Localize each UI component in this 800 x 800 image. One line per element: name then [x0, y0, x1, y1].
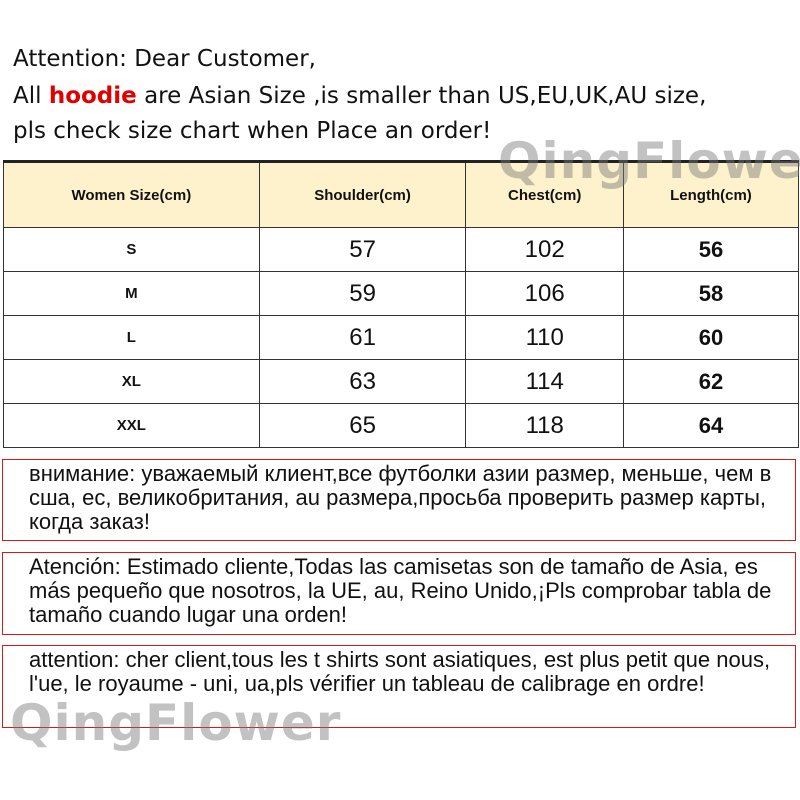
attention-line: Attention: Dear Customer,	[13, 46, 316, 72]
shoulder-cell: 61	[258, 315, 467, 360]
watermark-logo: QingFlower	[498, 132, 800, 190]
chest-cell: 118	[465, 403, 624, 448]
shoulder-cell: 63	[258, 359, 467, 404]
chest-cell: 106	[465, 271, 624, 316]
size-chart-table: Women Size(cm) Shoulder(cm) Chest(cm) Le…	[3, 160, 800, 448]
table-row: XL 63 114 62	[3, 359, 800, 404]
shoulder-cell: 59	[258, 271, 467, 316]
size-cell: S	[3, 227, 260, 272]
chest-cell: 102	[465, 227, 624, 272]
french-notice: attention: cher client,tous les t shirts…	[2, 645, 796, 728]
size-cell: XXL	[3, 403, 260, 448]
chest-cell: 110	[465, 315, 624, 360]
column-header: Women Size(cm)	[3, 161, 260, 228]
size-cell: XL	[3, 359, 260, 404]
size-cell: L	[3, 315, 260, 360]
length-cell: 58	[622, 271, 800, 316]
column-header: Shoulder(cm)	[258, 161, 467, 228]
table-row: XXL 65 118 64	[3, 403, 800, 448]
watermark-logo: QingFlower	[10, 694, 342, 752]
length-cell: 56	[622, 227, 800, 272]
length-cell: 60	[622, 315, 800, 360]
text: are Asian Size ,is smaller than US,EU,UK…	[136, 83, 707, 109]
notice-text: attention: cher client,tous les t shirts…	[29, 647, 771, 696]
table-row: S 57 102 56	[3, 227, 800, 272]
notice-text: Atención: Estimado cliente,Todas las cam…	[29, 554, 772, 627]
table-row: M 59 106 58	[3, 271, 800, 316]
notice-text: внимание: уважаемый клиент,все футболки …	[29, 461, 772, 534]
length-cell: 64	[622, 403, 800, 448]
length-cell: 62	[622, 359, 800, 404]
size-warning-line: All hoodie are Asian Size ,is smaller th…	[13, 83, 706, 109]
shoulder-cell: 57	[258, 227, 467, 272]
russian-notice: внимание: уважаемый клиент,все футболки …	[2, 459, 796, 541]
table-row: L 61 110 60	[3, 315, 800, 360]
product-highlight: hoodie	[48, 83, 137, 109]
chest-cell: 114	[465, 359, 624, 404]
size-cell: M	[3, 271, 260, 316]
spanish-notice: Atención: Estimado cliente,Todas las cam…	[2, 552, 796, 635]
text: All	[13, 83, 49, 109]
table-header-row: Women Size(cm) Shoulder(cm) Chest(cm) Le…	[3, 161, 800, 228]
column-header: Length(cm)	[622, 161, 800, 228]
check-chart-line: pls check size chart when Place an order…	[13, 118, 492, 144]
shoulder-cell: 65	[258, 403, 467, 448]
